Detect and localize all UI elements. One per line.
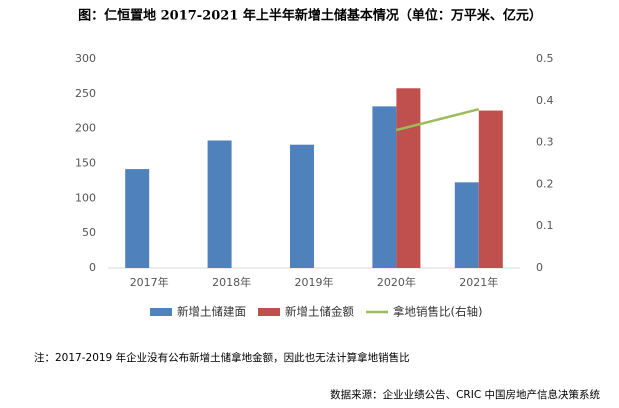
y2-tick-label: 0 <box>536 261 543 274</box>
legend-swatch <box>150 308 172 316</box>
legend-label: 新增土储金额 <box>285 305 354 319</box>
bar <box>396 88 421 268</box>
x-tick-label: 2019年 <box>295 275 334 289</box>
bar <box>290 144 314 268</box>
y-tick-label: 300 <box>75 52 96 65</box>
y-tick-label: 100 <box>75 191 96 204</box>
bar <box>454 182 479 268</box>
chart-title: 图：仁恒置地 2017-2021 年上半年新增土储基本情况（单位：万平米、亿元） <box>78 8 542 24</box>
x-tick-label: 2020年 <box>377 275 416 289</box>
y-tick-label: 50 <box>82 226 96 239</box>
legend-label: 新增土储建面 <box>177 305 246 319</box>
x-tick-label: 2018年 <box>212 275 251 289</box>
bar <box>372 106 397 268</box>
y2-tick-label: 0.4 <box>536 94 554 107</box>
y2-tick-label: 0.1 <box>536 219 554 232</box>
x-tick-label: 2021年 <box>459 275 498 289</box>
note: 注：2017-2019 年企业没有公布新增土储拿地金额，因此也无法计算拿地销售比 <box>34 351 410 364</box>
y-tick-label: 250 <box>75 87 96 100</box>
bar <box>207 140 232 268</box>
line <box>396 107 480 132</box>
y2-tick-label: 0.2 <box>536 177 554 190</box>
y-tick-label: 0 <box>89 261 96 274</box>
x-tick-label: 2017年 <box>130 275 169 289</box>
y2-tick-label: 0.5 <box>536 52 554 65</box>
bar <box>478 110 503 268</box>
bar <box>125 169 150 268</box>
legend-swatch <box>258 308 280 316</box>
y2-tick-label: 0.3 <box>536 136 554 149</box>
y-tick-label: 150 <box>75 157 96 170</box>
source: 数据来源：企业业绩公告、CRIC 中国房地产信息决策系统 <box>330 388 600 401</box>
y-tick-label: 200 <box>75 122 96 135</box>
legend-label: 拿地销售比(右轴) <box>393 305 482 319</box>
